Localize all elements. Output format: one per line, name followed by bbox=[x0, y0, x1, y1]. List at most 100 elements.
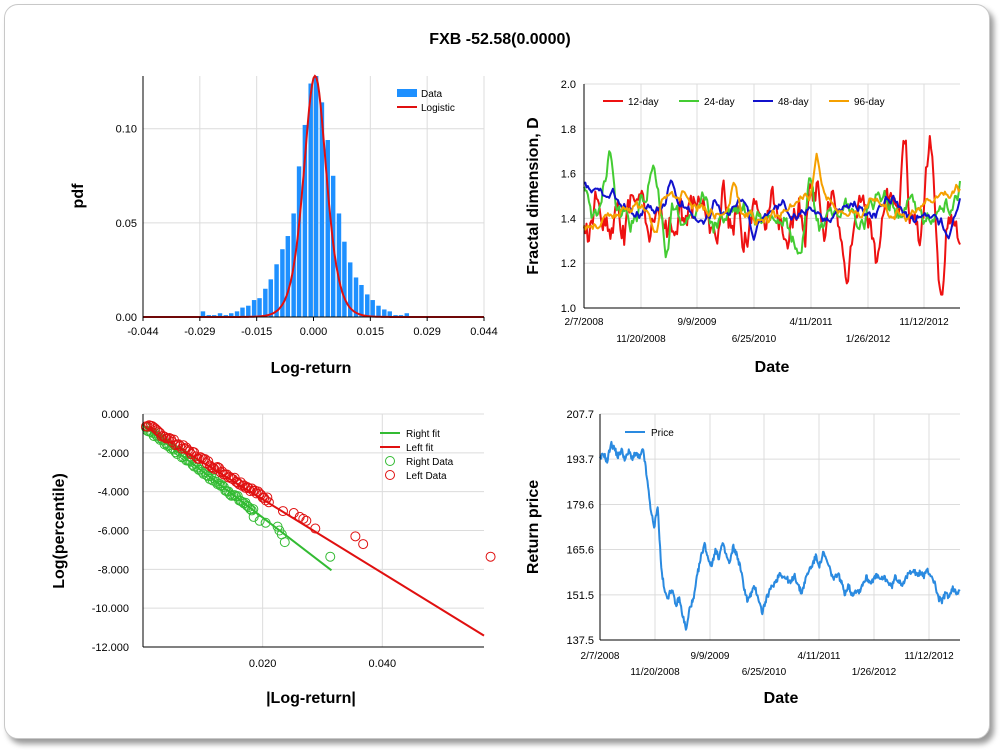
legend-label-left-fit: Left fit bbox=[406, 443, 433, 454]
fractal-x-tick-label: 11/12/2012 bbox=[899, 317, 949, 328]
tail-y-tick-label: 0.000 bbox=[101, 409, 129, 421]
left-data-point bbox=[206, 462, 217, 473]
histogram-x-tick-label: -0.015 bbox=[241, 326, 272, 338]
tail-y-tick-label: -10.000 bbox=[92, 603, 129, 615]
legend-swatch-data bbox=[397, 89, 417, 97]
price-y-tick-label: 207.7 bbox=[566, 409, 594, 421]
legend-label-logistic: Logistic bbox=[421, 103, 455, 114]
fractal-legend-label: 24-day bbox=[704, 97, 735, 108]
histogram-x-tick-label: -0.029 bbox=[184, 326, 215, 338]
legend-label-right-fit: Right fit bbox=[406, 429, 440, 440]
left-data-point bbox=[262, 492, 273, 503]
left-data-point bbox=[215, 467, 226, 478]
price-x-tick-label: 1/26/2012 bbox=[852, 667, 897, 678]
histogram-bar bbox=[336, 213, 342, 317]
histogram-bar bbox=[268, 279, 274, 317]
tail-x-axis-title: |Log-return| bbox=[266, 690, 356, 707]
histogram-bar bbox=[296, 166, 302, 317]
histogram-bar bbox=[240, 307, 245, 317]
left-data-point bbox=[358, 539, 369, 550]
fractal-y-tick-label: 1.4 bbox=[561, 213, 576, 225]
histogram-bar bbox=[382, 309, 387, 317]
right-data-point bbox=[260, 517, 271, 528]
left-data-point bbox=[224, 472, 235, 483]
price-y-tick-label: 137.5 bbox=[566, 635, 594, 647]
fractal-x-axis-title: Date bbox=[755, 359, 790, 376]
price-chart: 2/7/2008 9/9/2009 4/11/2011 11/12/2012 11/20… bbox=[525, 409, 961, 707]
left-data-point bbox=[167, 436, 178, 447]
left-data-point bbox=[485, 551, 496, 562]
histogram-x-tick-label: 0.029 bbox=[413, 326, 441, 338]
right-data-point bbox=[248, 504, 259, 515]
legend-label-left-data: Left Data bbox=[406, 471, 447, 482]
legend-label-price: Price bbox=[651, 428, 674, 439]
page-title: FXB -52.58(0.0000) bbox=[429, 31, 571, 48]
left-data-point bbox=[350, 531, 361, 542]
tail-y-tick-label: -2.000 bbox=[98, 448, 129, 460]
tail-x-tick-label: 0.040 bbox=[369, 658, 397, 670]
histogram-bar bbox=[342, 241, 347, 317]
histogram-y-axis-title: pdf bbox=[70, 183, 87, 209]
left-data-point bbox=[245, 486, 256, 497]
legend-label-data: Data bbox=[421, 89, 443, 100]
histogram-bar bbox=[359, 284, 364, 317]
histogram-x-tick-label: -0.044 bbox=[127, 326, 158, 338]
price-x-tick-label: 9/9/2009 bbox=[691, 651, 730, 662]
left-data-point bbox=[195, 452, 206, 463]
price-x-tick-label: 4/11/2011 bbox=[797, 651, 840, 662]
price-x-axis-title: Date bbox=[764, 690, 799, 707]
price-y-axis-title: Return price bbox=[525, 480, 542, 574]
left-data-point bbox=[151, 425, 162, 436]
histogram-chart: -0.044 -0.029 -0.015 0.000 0.015 0.029 0.044 0.… bbox=[70, 74, 498, 377]
left-data-point bbox=[209, 464, 220, 475]
fractal-y-tick-label: 1.6 bbox=[561, 169, 576, 181]
chart-frame bbox=[4, 4, 990, 739]
price-x-tick-label: 6/25/2010 bbox=[742, 667, 787, 678]
histogram-y-tick-label: 0.10 bbox=[116, 124, 137, 136]
histogram-bar bbox=[404, 313, 410, 317]
histogram-y-tick-label: 0.00 bbox=[116, 312, 137, 324]
histogram-bar bbox=[376, 305, 381, 317]
right-data-point bbox=[279, 537, 290, 548]
left-data-point bbox=[207, 462, 218, 473]
histogram-bar bbox=[234, 311, 240, 317]
histogram-y-tick-label: 0.05 bbox=[116, 218, 137, 230]
left-fit-line bbox=[142, 424, 485, 637]
price-line bbox=[599, 440, 961, 631]
right-data-point bbox=[243, 502, 254, 513]
left-data-point bbox=[263, 497, 274, 508]
fractal-x-tick-label: 4/11/2011 bbox=[789, 317, 832, 328]
price-y-tick-label: 179.6 bbox=[566, 499, 594, 511]
fractal-legend-label: 96-day bbox=[854, 97, 885, 108]
fractal-x-tick-label: 6/25/2010 bbox=[732, 334, 777, 345]
histogram-bar bbox=[200, 311, 206, 317]
fractal-y-tick-label: 1.0 bbox=[561, 303, 576, 315]
histogram-bar bbox=[263, 288, 268, 317]
fractal-x-tick-label: 11/20/2008 bbox=[616, 334, 666, 345]
histogram-bar bbox=[217, 313, 223, 317]
left-data-point bbox=[277, 506, 288, 517]
histogram-x-tick-label: 0.044 bbox=[470, 326, 498, 338]
histogram-bar bbox=[387, 311, 392, 317]
left-data-point bbox=[298, 513, 309, 524]
histogram-bar bbox=[280, 249, 285, 317]
left-data-point bbox=[310, 523, 321, 534]
fractal-series-line bbox=[583, 152, 961, 233]
histogram-bar bbox=[347, 262, 353, 317]
histogram-bar bbox=[308, 83, 313, 317]
left-data-point bbox=[301, 515, 312, 526]
histogram-bar bbox=[251, 300, 257, 317]
histogram-bar bbox=[313, 76, 319, 317]
histogram-x-tick-label: 0.015 bbox=[357, 326, 385, 338]
fractal-chart: 2/7/2008 9/9/2009 4/11/2011 11/12/2012 11/20… bbox=[525, 79, 961, 376]
histogram-x-axis-title: Log-return bbox=[271, 360, 352, 377]
right-data-point bbox=[254, 515, 265, 526]
right-data-point bbox=[246, 505, 257, 516]
price-x-tick-label: 2/7/2008 bbox=[581, 651, 620, 662]
fractal-legend-label: 48-day bbox=[778, 97, 809, 108]
tail-y-tick-label: -4.000 bbox=[98, 487, 129, 499]
price-y-tick-label: 165.6 bbox=[566, 545, 594, 557]
price-y-tick-label: 193.7 bbox=[566, 454, 594, 466]
left-data-point bbox=[184, 446, 195, 457]
